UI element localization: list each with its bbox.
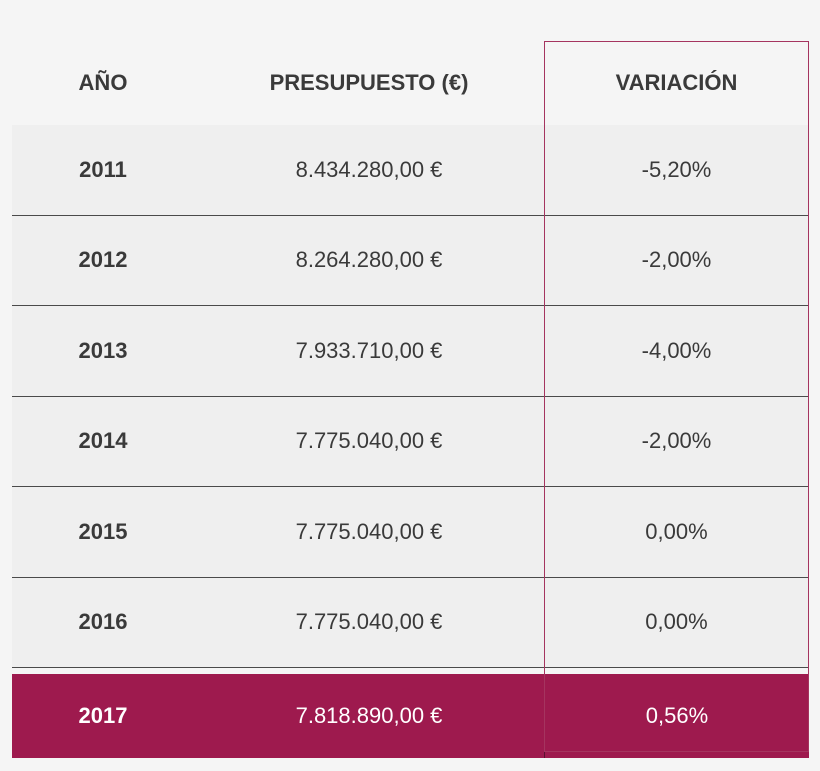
year-cell: 2016 (78, 609, 128, 635)
header-budget: PRESUPUESTO (€) (269, 69, 469, 95)
table-row: 2015 7.775.040,00 € 0,00% (12, 487, 809, 578)
year-cell: 2014 (78, 428, 128, 454)
year-cell: 2011 (79, 156, 127, 182)
budget-cell: 7.775.040,00 € (295, 518, 443, 544)
budget-cell: 8.264.280,00 € (295, 247, 443, 273)
year-cell: 2017 (78, 703, 128, 728)
variation-cell: -2,00% (641, 247, 712, 273)
table-row: 2016 7.775.040,00 € 0,00% (12, 577, 809, 668)
table-row: 2012 8.264.280,00 € -2,00% (12, 215, 809, 306)
year-cell: 2015 (78, 518, 128, 544)
header-variation: VARIACIÓN (615, 69, 738, 95)
table-header-row: AÑO PRESUPUESTO (€) VARIACIÓN (12, 40, 809, 125)
budget-cell: 7.775.040,00 € (295, 428, 443, 454)
table-row: 2011 8.434.280,00 € -5,20% (12, 125, 809, 216)
variation-cell: 0,56% (544, 674, 809, 758)
table-row: 2013 7.933.710,00 € -4,00% (12, 306, 809, 397)
budget-table: AÑO PRESUPUESTO (€) VARIACIÓN 2011 8.434… (12, 40, 809, 758)
variation-cell: -4,00% (641, 337, 712, 363)
variation-cell: 0,00% (645, 518, 708, 544)
budget-cell: 7.933.710,00 € (295, 337, 443, 363)
year-cell: 2013 (78, 337, 128, 363)
budget-cell: 8.434.280,00 € (295, 156, 443, 182)
variation-cell: -2,00% (641, 428, 712, 454)
year-cell: 2012 (78, 247, 128, 273)
variation-cell: 0,00% (645, 609, 708, 635)
variation-cell: -5,20% (641, 156, 712, 182)
table-row: 2014 7.775.040,00 € -2,00% (12, 396, 809, 487)
header-year: AÑO (78, 69, 128, 95)
budget-cell: 7.775.040,00 € (295, 609, 443, 635)
table-row-highlighted: 2017 7.818.890,00 € 0,56% (12, 674, 809, 758)
budget-cell: 7.818.890,00 € (295, 703, 443, 728)
